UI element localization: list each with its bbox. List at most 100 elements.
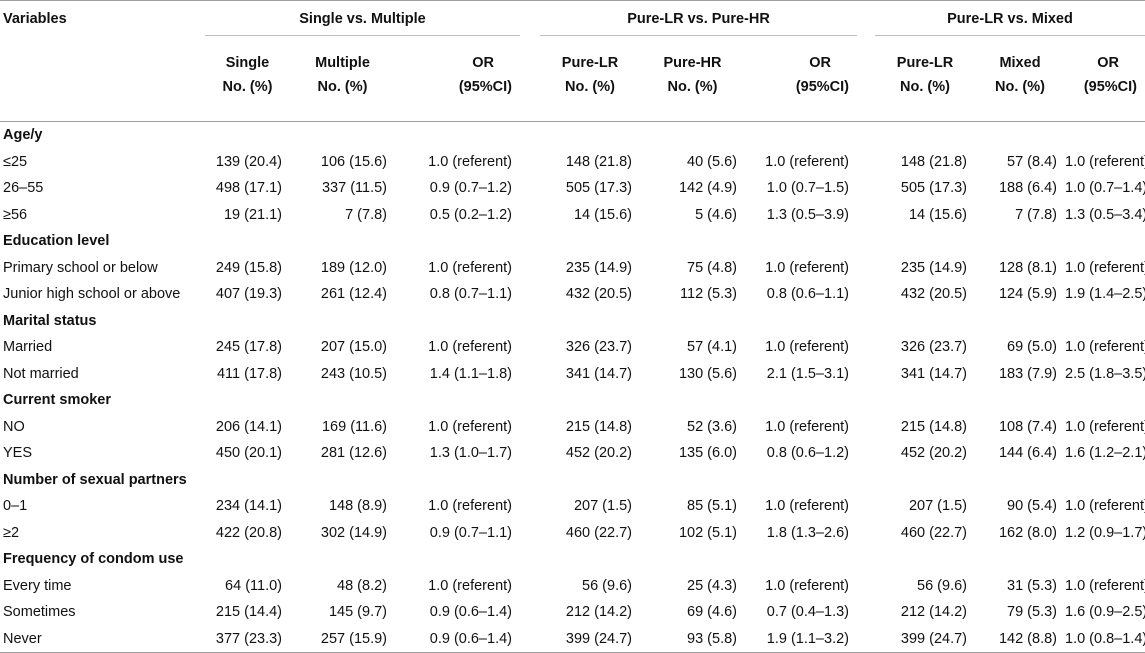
table-cell: 0.8 (0.6–1.1): [745, 281, 857, 308]
table-cell: 452 (20.2): [540, 440, 640, 467]
table-cell: 1.0 (referent): [1065, 255, 1145, 282]
table-cell: 188 (6.4): [975, 175, 1065, 202]
table-cell: 1.0 (referent): [395, 493, 520, 520]
table-cell: 5 (4.6): [640, 202, 745, 229]
column-gap: [520, 334, 540, 361]
column-gap: [520, 202, 540, 229]
row-label: NO: [0, 414, 205, 441]
table-cell: 1.3 (0.5–3.4): [1065, 202, 1145, 229]
table-cell: 93 (5.8): [640, 626, 745, 653]
table-cell: 169 (11.6): [290, 414, 395, 441]
table-cell: 422 (20.8): [205, 520, 290, 547]
table-cell: 1.0 (referent): [1065, 334, 1145, 361]
group-header-purelr-vs-mixed: Pure-LR vs. Mixed: [875, 1, 1145, 38]
table-cell: 337 (11.5): [290, 175, 395, 202]
section-header-row: Current smoker: [0, 387, 1145, 414]
table-cell: 108 (7.4): [975, 414, 1065, 441]
section-title: Frequency of condom use: [0, 546, 1145, 573]
table-cell: 189 (12.0): [290, 255, 395, 282]
column-gap: [857, 149, 875, 176]
table-cell: 1.4 (1.1–1.8): [395, 361, 520, 388]
table-cell: 1.0 (referent): [1065, 414, 1145, 441]
column-gap: [857, 281, 875, 308]
row-label: YES: [0, 440, 205, 467]
table-cell: 1.0 (referent): [745, 255, 857, 282]
table-cell: 261 (12.4): [290, 281, 395, 308]
table-cell: 183 (7.9): [975, 361, 1065, 388]
column-gap: [520, 440, 540, 467]
table-cell: 139 (20.4): [205, 149, 290, 176]
table-cell: 1.0 (referent): [395, 414, 520, 441]
column-gap: [857, 520, 875, 547]
column-gap: [857, 414, 875, 441]
column-gap: [520, 493, 540, 520]
table-cell: 69 (4.6): [640, 599, 745, 626]
table-cell: 56 (9.6): [875, 573, 975, 600]
section-header-row: Education level: [0, 228, 1145, 255]
section-title: Age/y: [0, 122, 1145, 149]
column-gap: [520, 255, 540, 282]
column-gap: [857, 334, 875, 361]
table-cell: 505 (17.3): [540, 175, 640, 202]
table-cell: 1.0 (referent): [1065, 493, 1145, 520]
table-cell: 1.0 (referent): [395, 149, 520, 176]
table-cell: 7 (7.8): [290, 202, 395, 229]
table-cell: 102 (5.1): [640, 520, 745, 547]
row-label: Every time: [0, 573, 205, 600]
table-cell: 52 (3.6): [640, 414, 745, 441]
section-header-row: Age/y: [0, 122, 1145, 149]
row-label: Primary school or below: [0, 255, 205, 282]
column-gap: [520, 361, 540, 388]
table-cell: 1.0 (0.7–1.4): [1065, 175, 1145, 202]
table-cell: 450 (20.1): [205, 440, 290, 467]
column-gap: [857, 493, 875, 520]
table-cell: 207 (1.5): [540, 493, 640, 520]
table-cell: 69 (5.0): [975, 334, 1065, 361]
table-cell: 1.9 (1.4–2.5): [1065, 281, 1145, 308]
table-cell: 148 (21.8): [875, 149, 975, 176]
table-cell: 40 (5.6): [640, 149, 745, 176]
table-cell: 1.8 (1.3–2.6): [745, 520, 857, 547]
table-cell: 1.0 (referent): [745, 573, 857, 600]
table-cell: 2.1 (1.5–3.1): [745, 361, 857, 388]
table-cell: 48 (8.2): [290, 573, 395, 600]
section-header-row: Marital status: [0, 308, 1145, 335]
table-cell: 302 (14.9): [290, 520, 395, 547]
table-cell: 124 (5.9): [975, 281, 1065, 308]
row-label: Not married: [0, 361, 205, 388]
row-label: 0–1: [0, 493, 205, 520]
row-label: 26–55: [0, 175, 205, 202]
table-cell: 505 (17.3): [875, 175, 975, 202]
table-cell: 1.3 (1.0–1.7): [395, 440, 520, 467]
table-cell: 142 (8.8): [975, 626, 1065, 653]
table-cell: 148 (21.8): [540, 149, 640, 176]
table-cell: 212 (14.2): [540, 599, 640, 626]
table-cell: 235 (14.9): [540, 255, 640, 282]
table-cell: 25 (4.3): [640, 573, 745, 600]
row-label: ≤25: [0, 149, 205, 176]
table-cell: 407 (19.3): [205, 281, 290, 308]
column-gap: [520, 599, 540, 626]
table-cell: 128 (8.1): [975, 255, 1065, 282]
variables-header: Variables: [0, 1, 205, 38]
table-cell: 1.0 (referent): [745, 493, 857, 520]
table-cell: 57 (4.1): [640, 334, 745, 361]
table-cell: 1.6 (0.9–2.5): [1065, 599, 1145, 626]
table-cell: 411 (17.8): [205, 361, 290, 388]
row-label: Sometimes: [0, 599, 205, 626]
table-cell: 341 (14.7): [540, 361, 640, 388]
table-cell: 460 (22.7): [540, 520, 640, 547]
section-title: Current smoker: [0, 387, 1145, 414]
col-header-or-3: OR(95%CI): [1065, 38, 1145, 122]
column-gap: [520, 149, 540, 176]
table-cell: 243 (10.5): [290, 361, 395, 388]
